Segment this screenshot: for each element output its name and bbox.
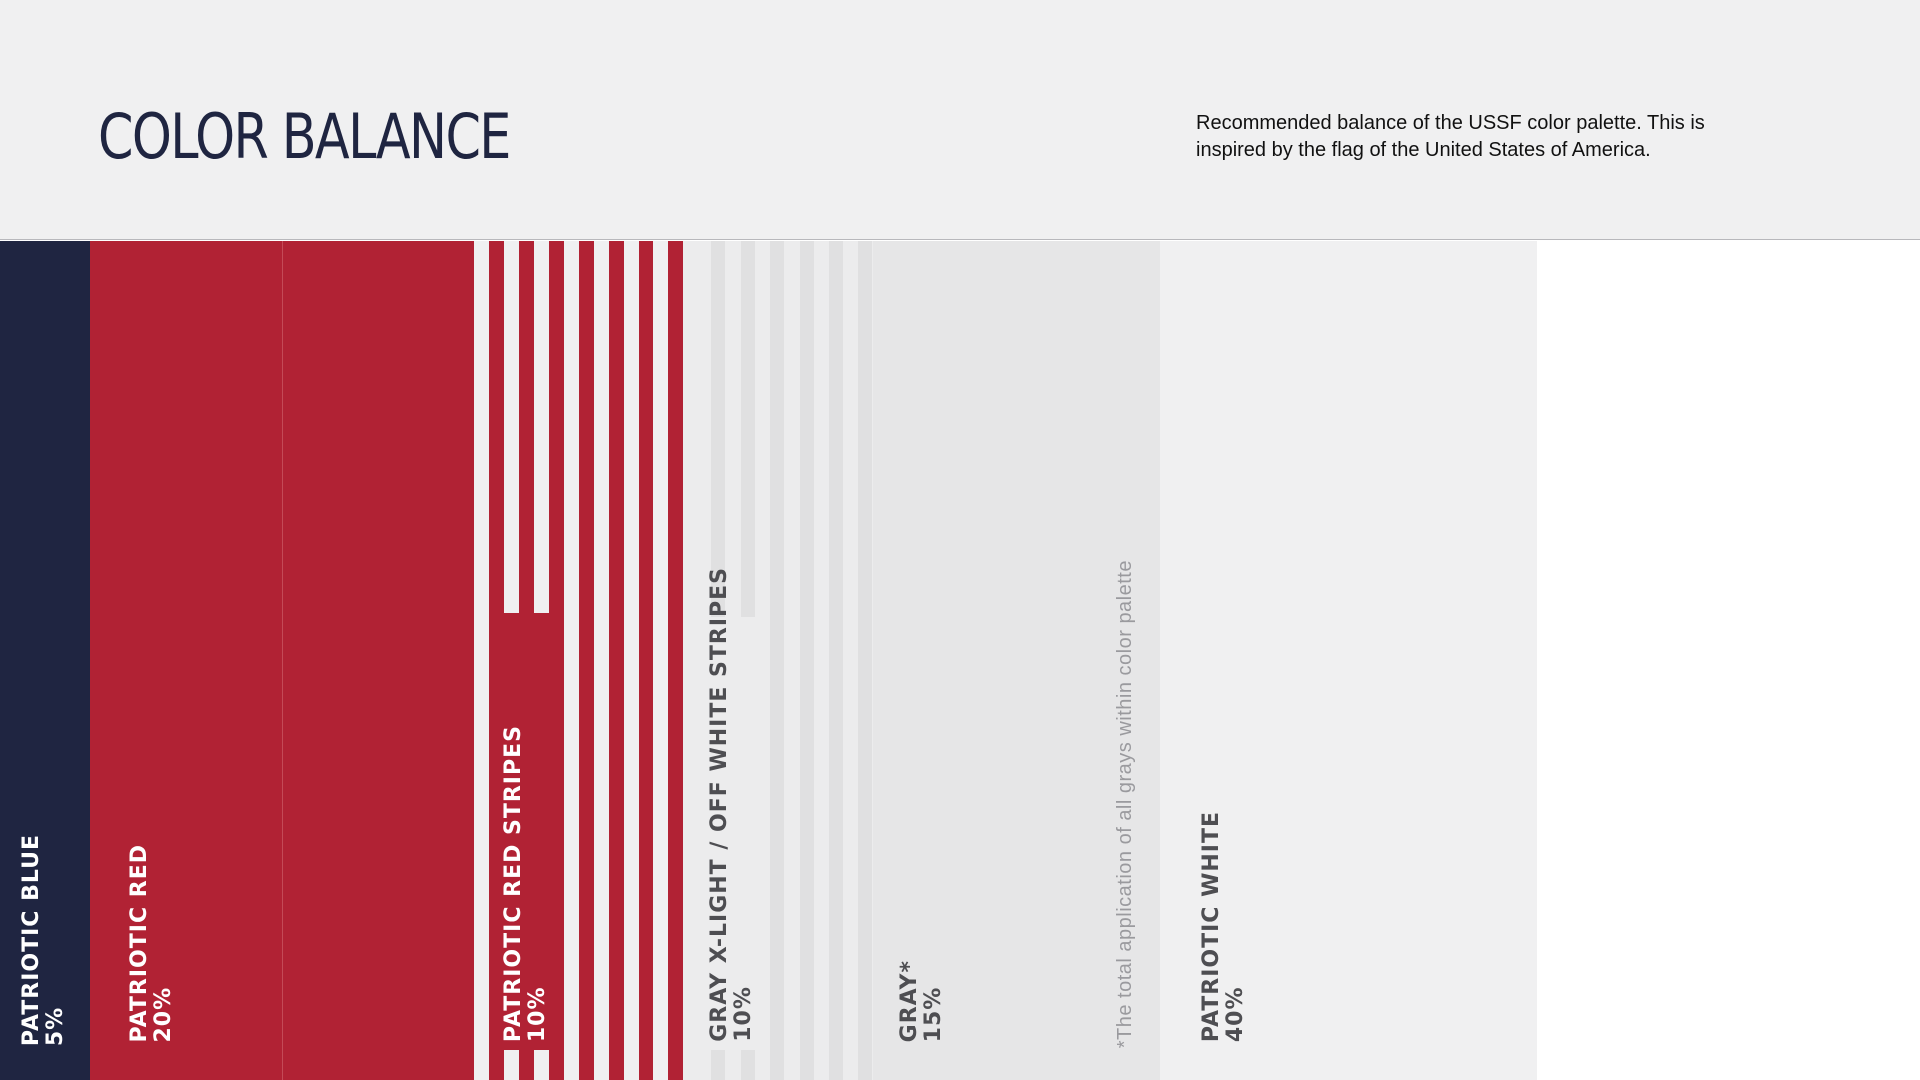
white-stripe [564, 241, 579, 1080]
swatch-name: PATRIOTIC WHITE [1199, 810, 1224, 1042]
white-stripe [653, 241, 668, 1080]
swatch-name: PATRIOTIC RED STRIPES [501, 724, 526, 1042]
gray-stripe [858, 241, 872, 1080]
swatch-percent: 40% [1223, 986, 1248, 1042]
swatch-name: GRAY* [897, 959, 922, 1042]
page-description: Recommended balance of the USSF color pa… [1196, 112, 1705, 161]
patriotic-red-swatch-2 [282, 241, 474, 1080]
white-stripe [624, 241, 639, 1080]
gray-stripe [829, 241, 843, 1080]
swatch-percent: 10% [731, 986, 756, 1042]
patriotic-red-swatch [90, 241, 282, 1080]
gray-label: GRAY* 15% [897, 959, 946, 1042]
patriotic-white-label: PATRIOTIC WHITE 40% [1199, 810, 1248, 1042]
label-backdrop [504, 613, 549, 1050]
patriotic-blue-swatch [0, 241, 90, 1080]
swatch-name: GRAY X-LIGHT / OFF WHITE STRIPES [707, 567, 732, 1042]
gray-footnote: *The total application of all grays with… [1114, 559, 1136, 1048]
white-stripe [594, 241, 609, 1080]
patriotic-white-swatch [1160, 241, 1537, 1080]
page-title: COLOR BALANCE [98, 100, 511, 173]
gray-stripe [800, 241, 814, 1080]
gray-swatch [873, 241, 1160, 1080]
label-backdrop-gray [711, 617, 756, 1050]
gray-x-light-stripes-label: GRAY X-LIGHT / OFF WHITE STRIPES 10% [707, 567, 756, 1042]
white-area [1537, 241, 1920, 1080]
swatch-percent: 10% [525, 986, 550, 1042]
swatch-name: PATRIOTIC BLUE [19, 833, 44, 1046]
swatch-percent: 20% [151, 986, 176, 1042]
swatch-name: PATRIOTIC RED [127, 843, 152, 1043]
swatch-percent: 15% [921, 986, 946, 1042]
swatch-percent: 5% [43, 1006, 68, 1046]
white-stripe [474, 241, 489, 1080]
header: COLOR BALANCE Recommended balance of the… [0, 0, 1920, 240]
patriotic-red-stripes-label: PATRIOTIC RED STRIPES 10% [501, 724, 550, 1042]
gray-stripe [770, 241, 784, 1080]
patriotic-red-label: PATRIOTIC RED 20% [127, 843, 176, 1043]
patriotic-blue-label: PATRIOTIC BLUE 5% [19, 833, 68, 1046]
